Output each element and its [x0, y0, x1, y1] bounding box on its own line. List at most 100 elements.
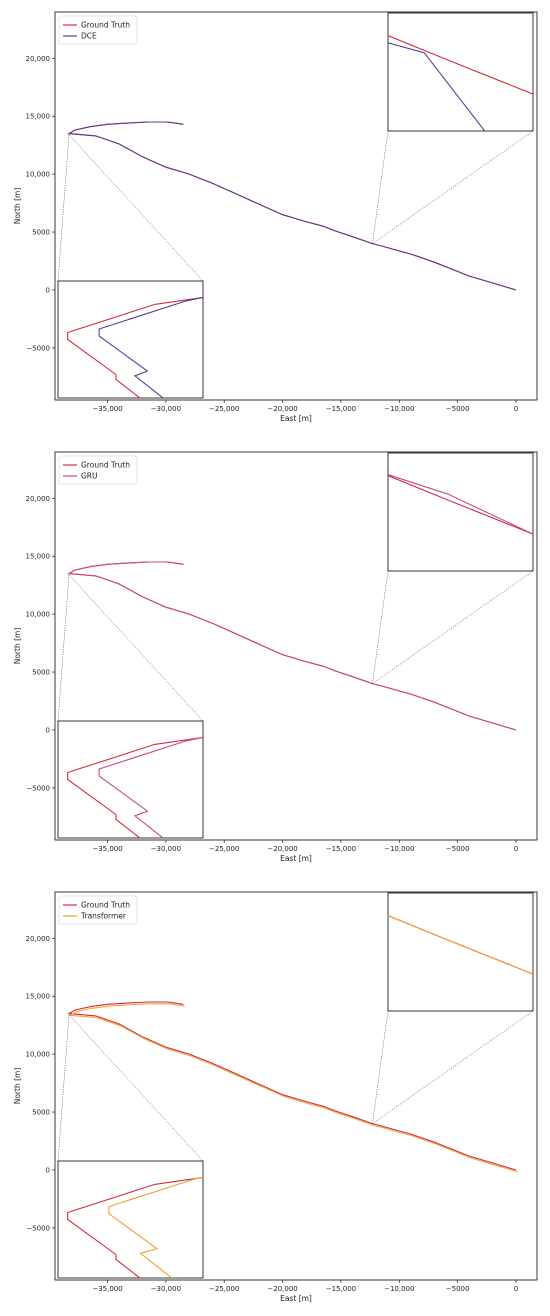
zoom-connector [57, 134, 70, 282]
x-tick-label: 0 [514, 1285, 518, 1293]
zoom-connector [68, 574, 204, 722]
ground-truth-line [67, 1001, 517, 1171]
x-tick-label: −35,000 [92, 405, 122, 413]
legend-entry: GRU [81, 472, 98, 481]
legend-entry: Ground Truth [81, 21, 130, 30]
right-inset-ground-truth-line [388, 475, 533, 535]
legend: Ground Truth DCE [58, 15, 138, 45]
x-tick-label: −25,000 [209, 405, 239, 413]
plot-frame [54, 11, 538, 401]
x-axis-label: East [m] [280, 414, 312, 423]
y-tick-label: −5000 [26, 784, 50, 792]
left-inset-ground-truth-line [67, 736, 203, 838]
plot-frame [54, 891, 538, 1281]
transformer-trajectory-plot: −35,000 −30,000 −25,000 −20,000 −15,000 −10,0… [13, 891, 538, 1303]
legend: Ground Truth Transformer [58, 895, 138, 925]
x-tick-label: −30,000 [151, 405, 181, 413]
legend: Ground Truth GRU [58, 455, 138, 485]
x-tick-label: −5000 [446, 405, 470, 413]
x-axis-label: East [m] [280, 854, 312, 863]
y-tick-label: −5000 [26, 1224, 50, 1232]
y-tick-label: 15,000 [26, 993, 51, 1001]
zoom-connector [372, 570, 534, 684]
left-inset-ground-truth-line [67, 1176, 203, 1278]
zoom-connector [57, 574, 70, 722]
zoom-connector [57, 1014, 70, 1162]
x-tick-label: −5000 [446, 845, 470, 853]
x-tick-label: −10,000 [384, 845, 414, 853]
x-tick-label: −10,000 [384, 1285, 414, 1293]
right-inset-predicted-line [388, 42, 486, 131]
zoom-connector [372, 130, 389, 244]
legend-entry: Ground Truth [81, 901, 130, 910]
y-axis-label: North [m] [13, 1068, 22, 1105]
x-tick-label: −35,000 [92, 845, 122, 853]
x-tick-label: −30,000 [151, 845, 181, 853]
zoom-connector [372, 130, 534, 244]
y-tick-label: 20,000 [26, 495, 51, 503]
x-tick-label: 0 [514, 405, 518, 413]
zoom-connector [372, 1010, 389, 1124]
x-tick-label: −25,000 [209, 845, 239, 853]
y-tick-label: 15,000 [26, 113, 51, 121]
left-inset-frame [57, 280, 204, 399]
x-tick-label: −35,000 [92, 1285, 122, 1293]
y-tick-label: 20,000 [26, 935, 51, 943]
x-tick-label: −25,000 [209, 1285, 239, 1293]
legend-box [58, 455, 138, 485]
y-axis-label: North [m] [13, 628, 22, 665]
legend-entry: DCE [81, 32, 97, 41]
x-tick-label: −20,000 [267, 1285, 297, 1293]
y-tick-label: 5000 [32, 1109, 50, 1117]
y-tick-label: 5000 [32, 229, 50, 237]
zoom-connector [68, 134, 204, 282]
left-inset-ground-truth-line [67, 296, 203, 398]
right-inset-frame [387, 452, 534, 572]
left-inset-frame [57, 720, 204, 839]
x-tick-label: −5000 [446, 1285, 470, 1293]
x-tick-label: −15,000 [326, 845, 356, 853]
left-inset-predicted-line [98, 296, 203, 398]
y-tick-label: 20,000 [26, 55, 51, 63]
y-tick-label: 10,000 [26, 611, 51, 619]
right-inset-frame [387, 12, 534, 132]
y-axis-label: North [m] [13, 188, 22, 225]
ground-truth-line [67, 121, 517, 291]
zoom-connector [372, 1010, 534, 1124]
legend-box [58, 895, 138, 925]
right-inset-predicted-line [388, 474, 533, 535]
y-tick-label: −5000 [26, 344, 50, 352]
right-inset-ground-truth-line [388, 35, 533, 95]
x-tick-label: −15,000 [326, 1285, 356, 1293]
plot-frame [54, 451, 538, 841]
zoom-connector [372, 570, 389, 684]
right-inset-frame [387, 892, 534, 1012]
x-tick-label: 0 [514, 845, 518, 853]
ground-truth-line [67, 561, 517, 731]
x-tick-label: −15,000 [326, 405, 356, 413]
left-inset-predicted-line [98, 736, 203, 838]
x-tick-label: −20,000 [267, 405, 297, 413]
x-tick-label: −20,000 [267, 845, 297, 853]
y-tick-label: 0 [46, 1166, 50, 1174]
left-inset-frame [57, 1160, 204, 1279]
x-tick-label: −30,000 [151, 1285, 181, 1293]
legend-entry: Ground Truth [81, 461, 130, 470]
y-tick-label: 5000 [32, 669, 50, 677]
legend-box [58, 15, 138, 45]
y-tick-label: 0 [46, 286, 50, 294]
right-inset-predicted-line [388, 915, 533, 975]
y-tick-label: 0 [46, 726, 50, 734]
y-tick-label: 10,000 [26, 1051, 51, 1059]
predicted-line [68, 1003, 518, 1173]
zoom-connector [68, 1014, 204, 1162]
y-tick-label: 10,000 [26, 171, 51, 179]
legend-entry: Transformer [80, 912, 127, 921]
gru-trajectory-plot: −35,000 −30,000 −25,000 −20,000 −15,000 −10,0… [13, 451, 538, 863]
x-axis-label: East [m] [280, 1294, 312, 1303]
x-tick-label: −10,000 [384, 405, 414, 413]
y-tick-label: 15,000 [26, 553, 51, 561]
predicted-line [67, 561, 517, 731]
dce-trajectory-plot: −35,000 −30,000 −25,000 −20,000 −15,000 −10,0… [13, 11, 538, 423]
left-inset-predicted-line [108, 1176, 203, 1278]
